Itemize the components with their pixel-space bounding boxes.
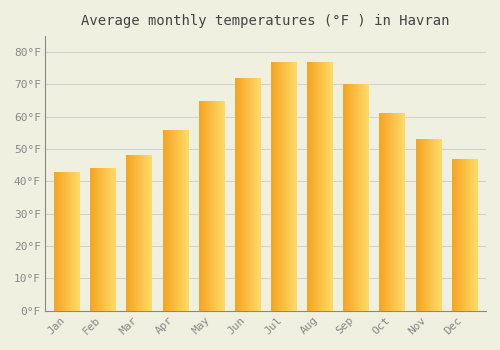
Title: Average monthly temperatures (°F ) in Havran: Average monthly temperatures (°F ) in Ha…: [82, 14, 450, 28]
